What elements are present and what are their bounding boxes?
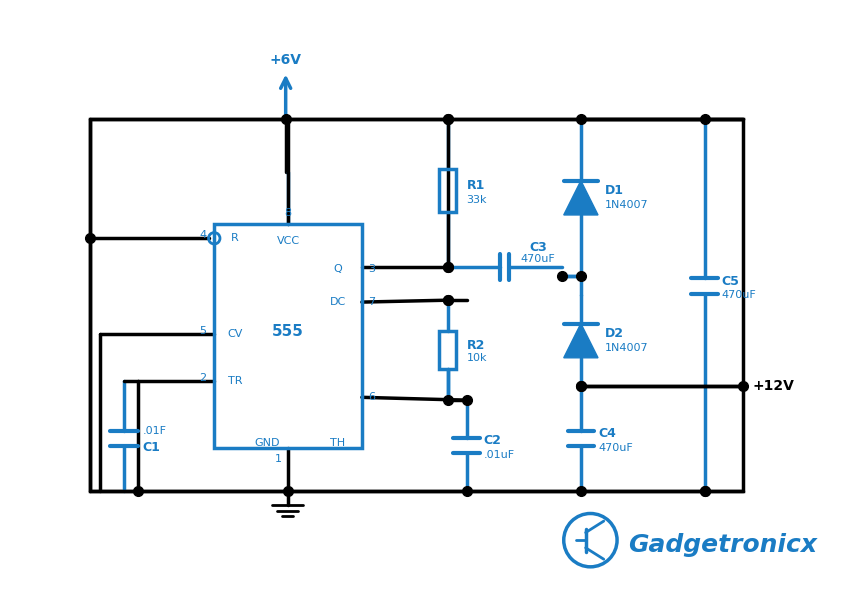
Text: +6V: +6V [269, 54, 302, 67]
Text: 7: 7 [368, 297, 375, 307]
Text: 10k: 10k [467, 353, 487, 363]
Bar [439, 169, 456, 212]
Text: 1N4007: 1N4007 [604, 201, 649, 210]
Text: DC: DC [330, 297, 346, 307]
Text: .01uF: .01uF [484, 450, 515, 460]
Text: R: R [231, 233, 239, 243]
Text: 3: 3 [368, 264, 375, 274]
Text: R1: R1 [467, 179, 485, 192]
Text: C3: C3 [530, 241, 547, 254]
Text: Gadgetronicx: Gadgetronicx [628, 533, 818, 557]
Text: 5: 5 [200, 326, 207, 336]
Bar [439, 331, 456, 369]
Text: 470uF: 470uF [598, 443, 632, 453]
Text: C1: C1 [143, 441, 161, 454]
Text: GND: GND [254, 438, 280, 448]
Text: 1N4007: 1N4007 [604, 344, 649, 353]
Bar [214, 224, 362, 447]
Polygon shape [564, 323, 598, 358]
Text: VCC: VCC [276, 236, 299, 246]
Text: .01F: .01F [143, 426, 167, 436]
Text: +12V: +12V [752, 379, 794, 393]
Text: 470uF: 470uF [722, 291, 756, 300]
Text: TR: TR [228, 376, 242, 386]
Text: C2: C2 [484, 434, 502, 447]
Text: 33k: 33k [467, 195, 487, 206]
Polygon shape [564, 181, 598, 215]
Text: 470uF: 470uF [521, 254, 555, 264]
Text: 1: 1 [275, 454, 282, 465]
Text: C4: C4 [598, 427, 616, 440]
Text: TH: TH [331, 438, 346, 448]
Text: D2: D2 [604, 326, 624, 339]
Bar [90, 119, 743, 491]
Text: R2: R2 [467, 339, 485, 352]
Text: C5: C5 [722, 275, 740, 288]
Text: 8: 8 [285, 207, 292, 218]
Text: 555: 555 [272, 323, 304, 339]
Text: 2: 2 [199, 373, 207, 383]
Text: D1: D1 [604, 184, 624, 197]
Text: 6: 6 [368, 392, 375, 402]
Text: 4: 4 [199, 230, 207, 240]
Text: Q: Q [334, 264, 343, 274]
Text: CV: CV [228, 328, 243, 339]
